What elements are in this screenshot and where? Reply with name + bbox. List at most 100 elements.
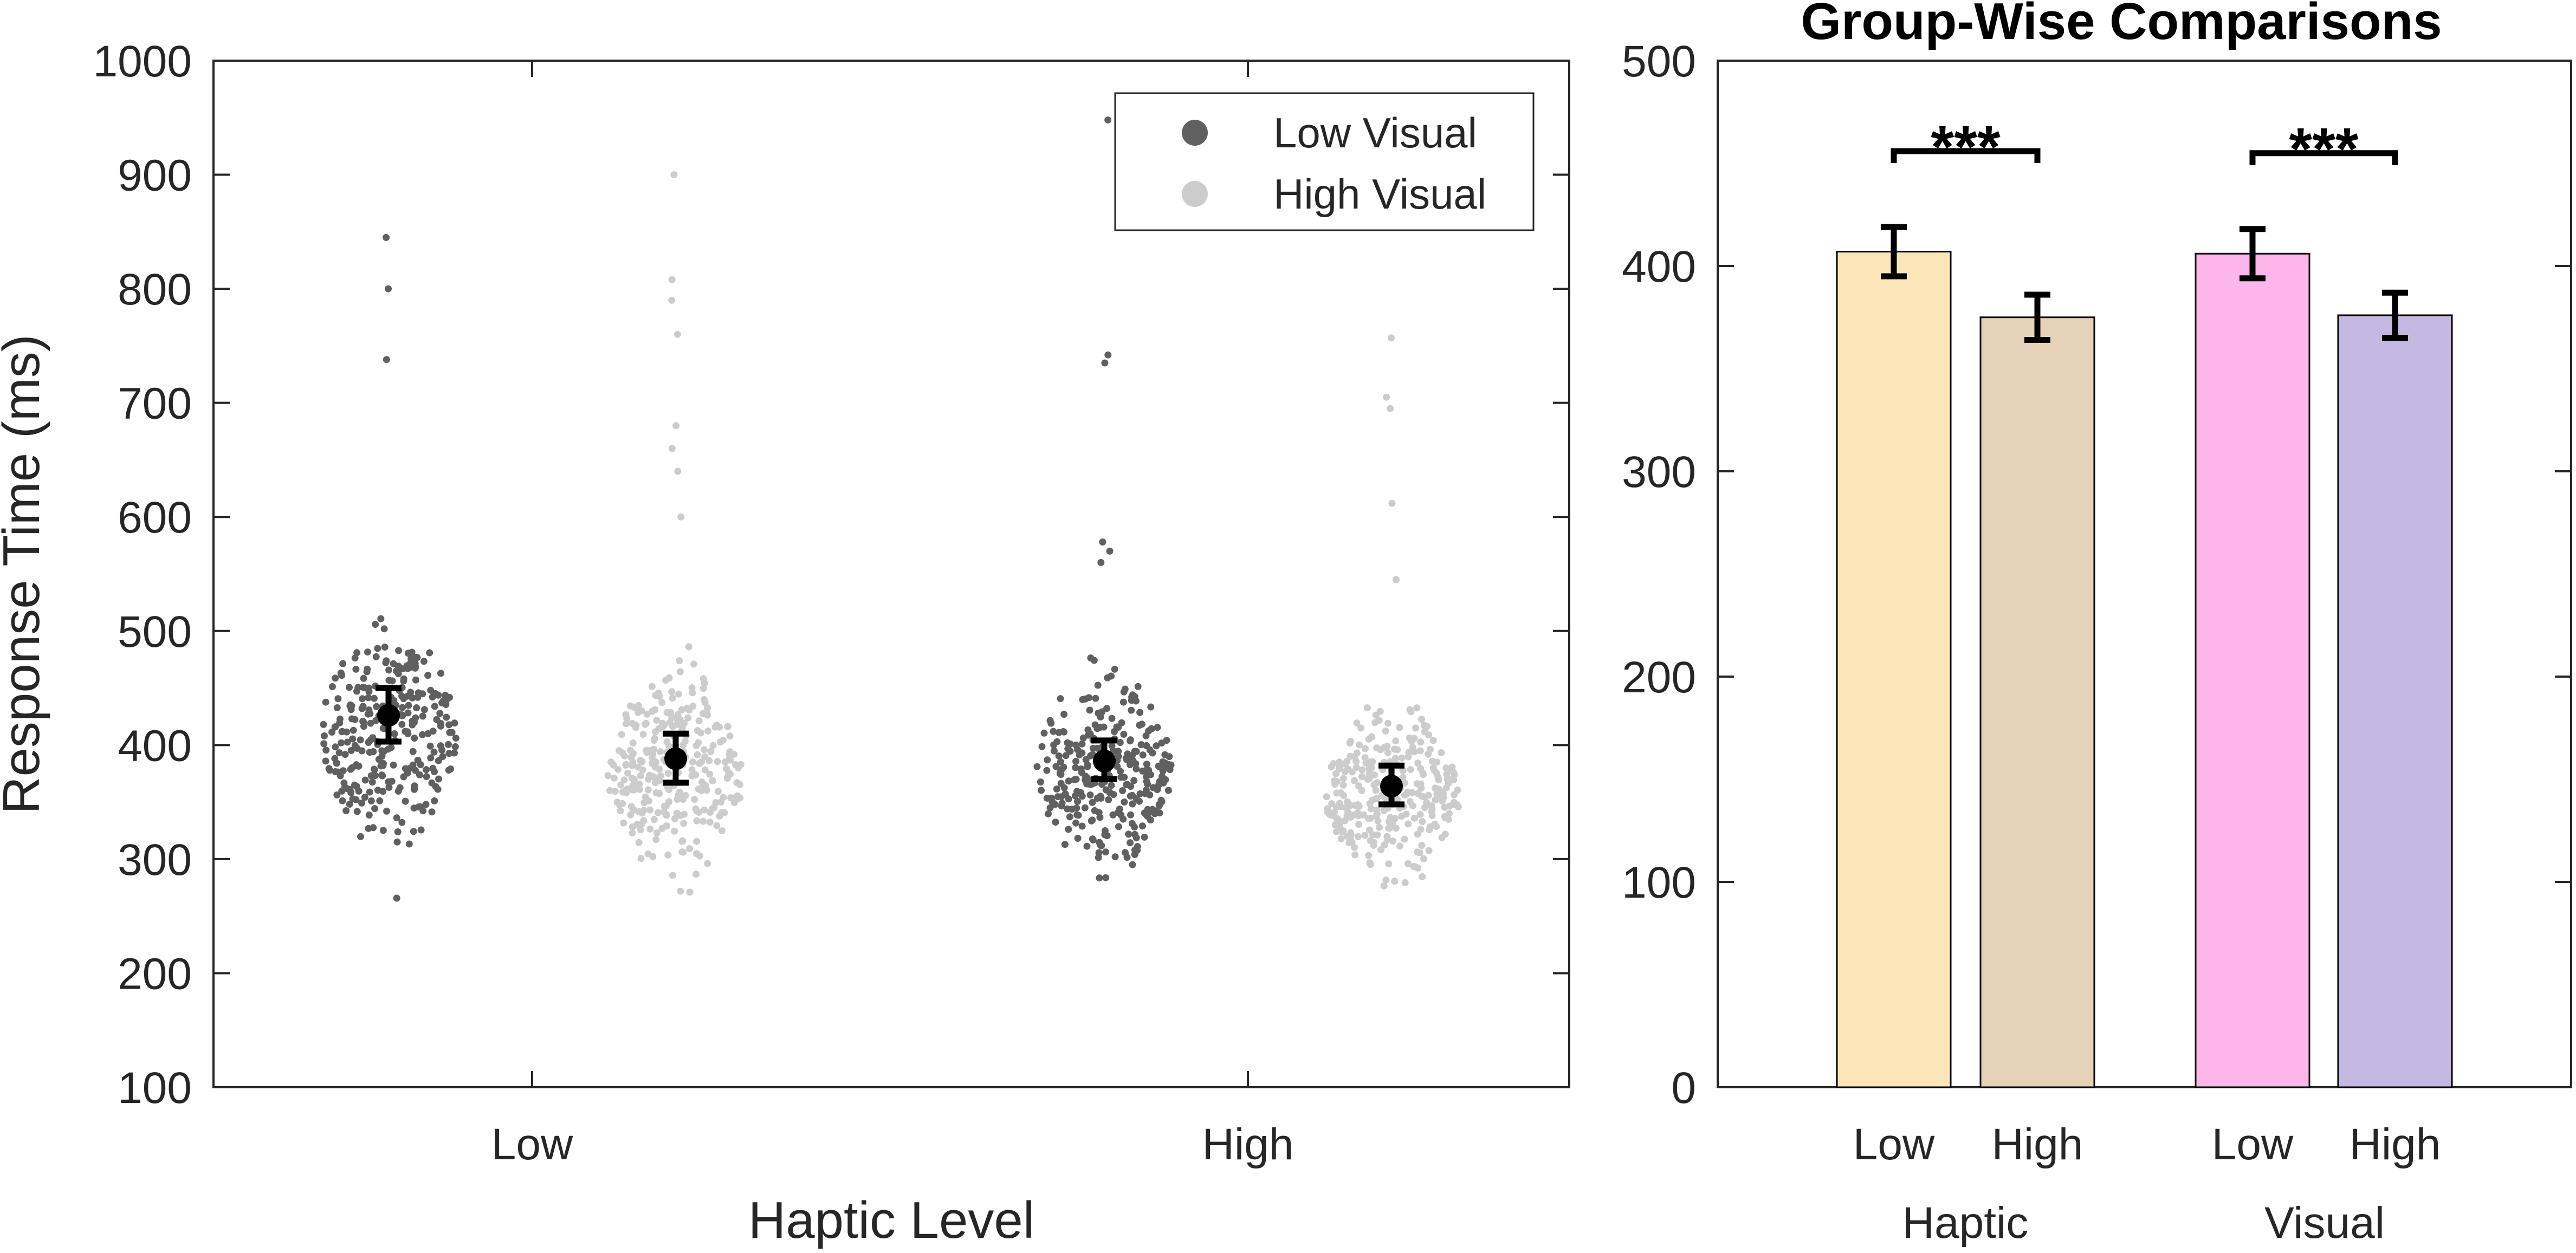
data-point	[334, 695, 342, 703]
data-point	[378, 747, 386, 755]
data-point	[675, 690, 682, 698]
data-point	[1387, 814, 1394, 821]
data-point	[1446, 802, 1453, 810]
data-point	[1454, 786, 1461, 794]
data-point	[322, 746, 330, 754]
data-point	[413, 654, 421, 661]
data-point	[1391, 755, 1399, 762]
data-point	[1159, 758, 1167, 765]
data-point	[342, 807, 350, 814]
data-point	[1396, 724, 1403, 731]
data-point	[626, 746, 634, 754]
data-point	[1085, 694, 1092, 702]
data-point	[1127, 839, 1134, 847]
data-point	[1368, 733, 1375, 741]
y-tick-label: 700	[118, 379, 192, 429]
data-point	[727, 794, 734, 802]
data-point	[432, 690, 439, 697]
y-tick-label: 0	[1671, 1063, 1696, 1113]
data-point	[1057, 695, 1064, 703]
data-point	[624, 769, 631, 777]
data-point	[1114, 809, 1122, 816]
data-point	[359, 684, 367, 691]
data-point	[414, 693, 422, 701]
data-point	[346, 684, 353, 691]
data-point	[373, 703, 380, 710]
data-point	[366, 710, 374, 718]
data-point	[1120, 731, 1128, 738]
mean-error-bars	[376, 685, 1404, 808]
data-point	[734, 764, 742, 771]
data-point	[364, 648, 371, 656]
data-point	[1038, 743, 1046, 750]
data-point	[1377, 746, 1384, 754]
significance-label-haptic: ***	[1931, 114, 2001, 180]
data-point	[1365, 765, 1373, 772]
data-point	[365, 684, 373, 692]
data-point	[385, 778, 392, 785]
data-point	[1108, 742, 1116, 750]
data-point	[1087, 654, 1095, 662]
data-point	[642, 720, 649, 728]
data-point	[1362, 745, 1369, 752]
data-point	[443, 713, 450, 721]
data-point	[1047, 719, 1055, 727]
data-point	[1147, 703, 1155, 711]
data-point	[727, 770, 734, 778]
data-point	[644, 775, 652, 783]
data-point	[736, 781, 743, 788]
data-point	[1417, 738, 1425, 746]
data-point	[691, 796, 698, 803]
outlier-point	[385, 285, 392, 293]
data-point	[1396, 842, 1403, 850]
data-point	[1357, 724, 1365, 732]
data-point	[360, 723, 367, 730]
data-point	[1045, 810, 1052, 817]
data-point	[1094, 681, 1102, 689]
data-point	[1418, 793, 1426, 800]
outlier-point	[1101, 359, 1109, 367]
data-point	[1373, 806, 1381, 814]
data-point	[1416, 811, 1424, 818]
data-point	[680, 820, 688, 827]
data-point	[1052, 819, 1059, 826]
data-point	[1392, 737, 1400, 745]
data-point	[339, 797, 346, 804]
data-point	[1433, 758, 1441, 766]
data-point	[390, 660, 397, 667]
data-point	[1086, 791, 1094, 798]
data-point	[1414, 830, 1421, 838]
data-point	[379, 827, 387, 834]
data-point	[706, 819, 714, 826]
data-point	[322, 757, 329, 765]
data-point	[679, 742, 687, 749]
data-point	[331, 755, 339, 762]
y-tick-label: 900	[118, 151, 192, 200]
data-point	[1098, 781, 1105, 788]
data-point	[353, 649, 361, 657]
data-point	[1132, 697, 1140, 705]
data-point	[607, 758, 615, 766]
data-point	[1376, 823, 1383, 831]
data-point	[1358, 787, 1365, 794]
data-point	[700, 746, 708, 754]
data-point	[451, 743, 459, 750]
data-point	[637, 855, 645, 862]
data-point	[1129, 800, 1136, 808]
data-point	[452, 735, 459, 742]
data-point	[1366, 826, 1374, 834]
data-point	[652, 728, 659, 736]
data-point	[1371, 719, 1379, 726]
data-point	[429, 764, 437, 772]
data-point	[338, 672, 346, 679]
data-point	[1138, 822, 1146, 830]
y-axis-title: Response Time (ms)	[0, 334, 50, 814]
data-point	[665, 743, 673, 750]
data-point	[393, 838, 401, 846]
response-time-scatter-panel: 100 200 300 400 500 600 700 800 900 1000 Low High…	[0, 37, 1570, 1249]
outlier-point	[674, 468, 682, 475]
data-point	[1426, 826, 1433, 834]
data-point	[678, 706, 685, 713]
bars	[1836, 250, 2453, 1088]
data-point	[336, 715, 344, 723]
